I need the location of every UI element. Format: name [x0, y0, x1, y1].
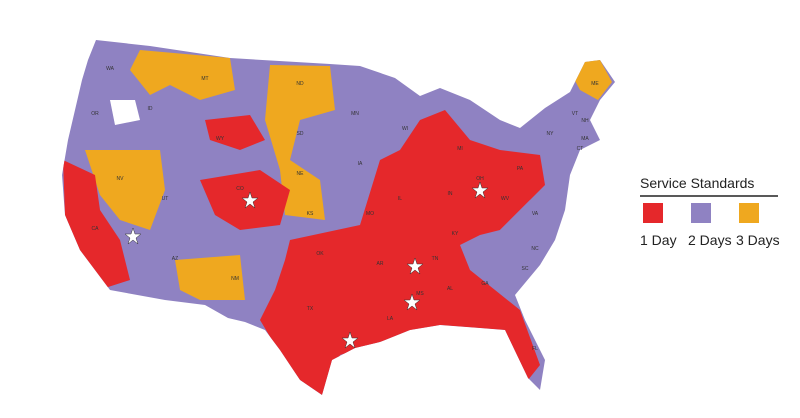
state-label: NH	[581, 118, 589, 124]
region-1-day	[205, 115, 265, 150]
legend-label: 1 Day	[640, 232, 677, 248]
state-label: WI	[402, 126, 408, 132]
star	[124, 227, 142, 245]
state-label: ME	[591, 81, 599, 87]
state-label: OK	[316, 251, 324, 257]
state-label: IL	[398, 196, 402, 202]
region-3-day	[265, 65, 335, 220]
legend-swatch	[691, 203, 711, 223]
state-label: MS	[416, 291, 424, 297]
state-label: GA	[481, 281, 489, 287]
state-label: OR	[91, 111, 99, 117]
map-regions	[62, 40, 615, 395]
state-label: MN	[351, 111, 359, 117]
state-label: TN	[432, 256, 439, 262]
state-label: NC	[531, 246, 539, 252]
unserved-area	[110, 100, 140, 125]
state-label: IN	[448, 191, 453, 197]
region-3-day	[130, 50, 235, 100]
state-label: TX	[307, 306, 314, 312]
state-label: FL	[532, 346, 538, 352]
state-label: LA	[387, 316, 394, 322]
legend-label: 2 Days	[688, 232, 732, 248]
state-label: AL	[447, 286, 453, 292]
state-label: MO	[366, 211, 374, 217]
region-1-day	[63, 160, 130, 288]
legend-label: 3 Days	[736, 232, 780, 248]
state-label: NY	[547, 131, 555, 137]
state-label: SD	[297, 131, 304, 137]
state-label: MT	[201, 76, 208, 82]
state-label: KS	[307, 211, 314, 217]
state-label: WA	[106, 66, 115, 72]
star	[241, 191, 259, 209]
region-1-day	[260, 110, 545, 395]
state-label: OH	[476, 176, 484, 182]
state-label: CA	[92, 226, 100, 232]
state-label: WV	[501, 196, 510, 202]
state-label: ND	[296, 81, 304, 87]
star	[403, 293, 421, 311]
state-label: UT	[162, 196, 169, 202]
star	[471, 181, 489, 199]
state-label: AZ	[172, 256, 178, 262]
legend: 1 Day 2 Days 3 Days	[640, 203, 780, 248]
state-label: NV	[117, 176, 125, 182]
region-3-day	[85, 150, 165, 230]
state-label: SC	[522, 266, 529, 272]
legend-swatch	[739, 203, 759, 223]
state-label: CO	[236, 186, 244, 192]
legend-swatch	[643, 203, 663, 223]
state-label: CT	[577, 146, 584, 152]
state-label: ID	[148, 106, 153, 112]
state-label: MI	[457, 146, 463, 152]
star	[341, 331, 359, 349]
state-label: PA	[517, 166, 524, 172]
region-3-day	[175, 255, 245, 300]
state-label: NM	[231, 276, 239, 282]
state-label: VT	[572, 111, 578, 117]
state-label: AR	[377, 261, 384, 267]
state-label: KY	[452, 231, 459, 237]
region-2-day	[500, 200, 545, 255]
state-label: IA	[358, 161, 363, 167]
state-label: VA	[532, 211, 539, 217]
state-label: WY	[216, 136, 225, 142]
state-label: MA	[581, 136, 589, 142]
state-label: NE	[297, 171, 305, 177]
legend-title: Service Standards	[640, 175, 754, 191]
star	[406, 257, 424, 275]
stars	[124, 181, 489, 349]
